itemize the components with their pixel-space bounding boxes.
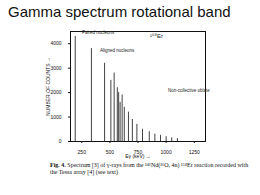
svg-text:500: 500 bbox=[106, 149, 115, 155]
svg-text:3000: 3000 bbox=[50, 65, 61, 71]
html-text:Aligned nucleons: Aligned nucleons bbox=[100, 48, 135, 53]
svg-text:NUMBER OF COUNTS →: NUMBER OF COUNTS → bbox=[45, 57, 51, 116]
svg-text:Eγ (keV) →: Eγ (keV) → bbox=[125, 153, 151, 159]
html-text:Paired nucleons: Paired nucleons bbox=[82, 30, 115, 35]
html-text:Non-collective oblate: Non-collective oblate bbox=[168, 88, 210, 93]
html-text:¹⁵⁸Er: ¹⁵⁸Er bbox=[150, 33, 163, 39]
svg-text:4000: 4000 bbox=[50, 40, 61, 46]
svg-text:1250: 1250 bbox=[189, 149, 200, 155]
svg-text:2000: 2000 bbox=[50, 89, 61, 95]
svg-text:250: 250 bbox=[78, 149, 87, 155]
html-text:Fig. 4. Spectrum [3] of γ-rays: Fig. 4. Spectrum [3] of γ-rays from the … bbox=[50, 162, 249, 175]
svg-text:0: 0 bbox=[59, 138, 62, 144]
svg-text:1000: 1000 bbox=[50, 114, 61, 120]
svg-text:1000: 1000 bbox=[161, 149, 172, 155]
html-text:Gamma spectrum rotational band: Gamma spectrum rotational band bbox=[8, 3, 231, 20]
